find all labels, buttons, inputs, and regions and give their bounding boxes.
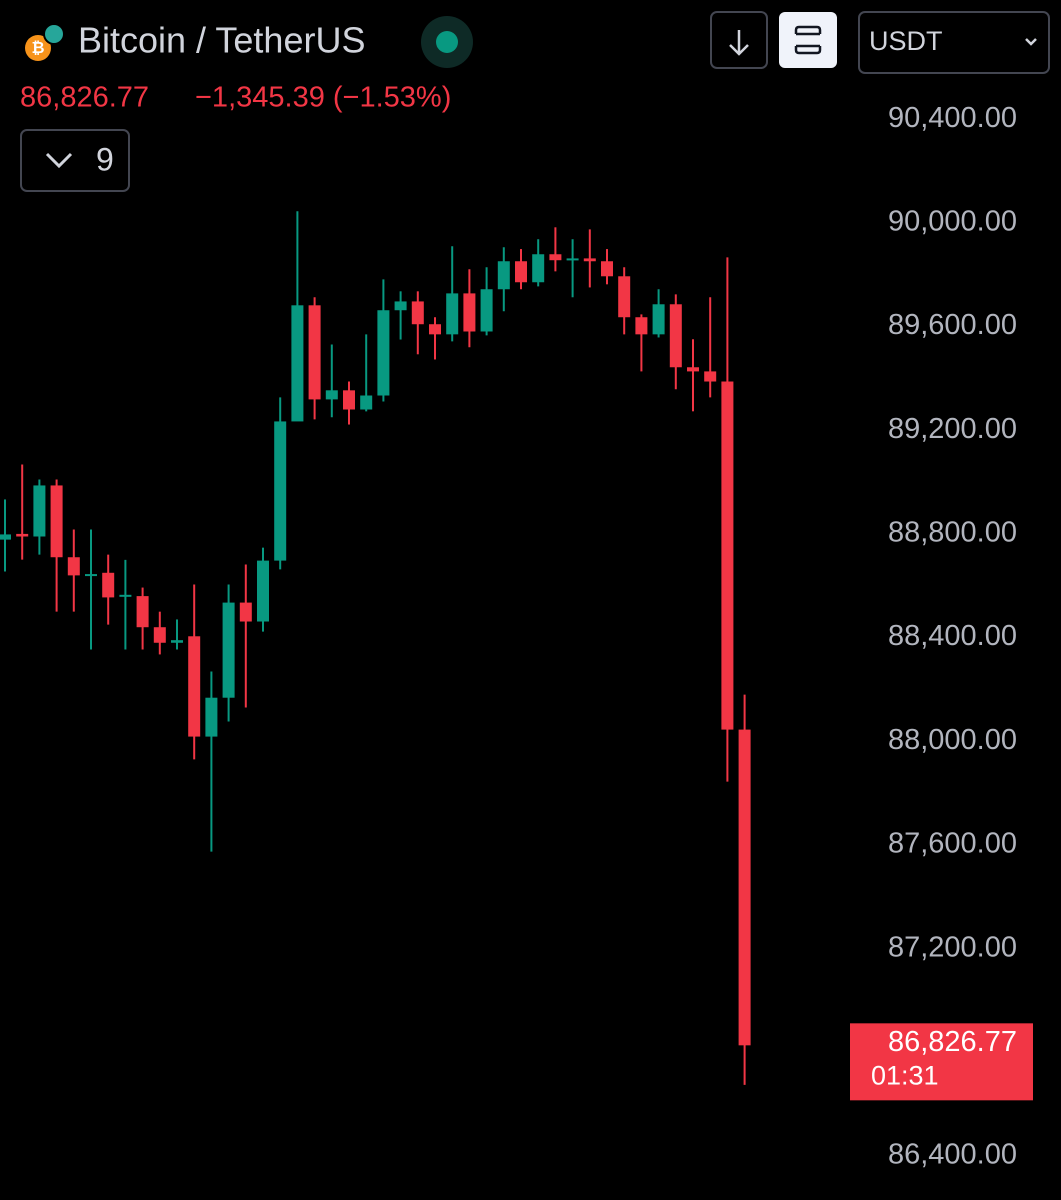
candle-body	[429, 324, 441, 335]
btc-symbol: ₿	[31, 39, 44, 57]
candle-body	[85, 574, 97, 577]
candle-body	[738, 729, 751, 1046]
status-dot[interactable]	[436, 31, 458, 53]
candle-body	[257, 560, 269, 622]
candle-body	[136, 596, 149, 628]
candle-body	[497, 261, 510, 290]
symbol-title: Bitcoin / TetherUS	[78, 20, 365, 61]
candle-body	[205, 697, 218, 737]
candle-body	[601, 261, 613, 277]
candle-body	[480, 289, 493, 332]
currency-select[interactable]	[858, 11, 1050, 74]
candle-body	[119, 594, 132, 597]
candle-body	[721, 381, 734, 730]
candle-body	[171, 640, 183, 643]
candle-body	[411, 301, 424, 325]
candle-body	[566, 258, 579, 261]
candle-body	[583, 258, 596, 262]
exchange-badge	[43, 23, 65, 45]
btc-icon	[25, 35, 51, 61]
candle-body	[16, 533, 29, 537]
y-tick-label: 88,800.00	[888, 517, 1017, 549]
candle-body	[515, 261, 527, 283]
candle-body	[239, 602, 252, 622]
y-tick-label: 86,400.00	[888, 1139, 1017, 1171]
last-price-label: 86,826.77	[888, 1026, 1017, 1058]
candle-body	[343, 390, 355, 410]
candle-body	[67, 557, 80, 576]
y-tick-label: 89,600.00	[888, 309, 1017, 341]
indicators-button[interactable]	[20, 129, 130, 192]
candle-body	[102, 572, 115, 598]
plot: 86,400.0086,800.0087,200.0087,600.0088,0…	[0, 102, 1033, 1171]
candle-body	[463, 293, 476, 332]
candle-body	[360, 395, 373, 410]
candle-body	[549, 254, 562, 261]
y-tick-label: 89,200.00	[888, 413, 1017, 445]
fullscreen-icon	[794, 25, 822, 55]
candle-body	[291, 305, 304, 422]
candle-body	[635, 317, 648, 335]
candle-body	[188, 636, 201, 737]
candle-body	[652, 304, 665, 335]
candle-body	[153, 627, 166, 643]
candle-body	[377, 310, 390, 396]
countdown-label: 01:31	[871, 1060, 939, 1090]
candle-body	[669, 304, 682, 368]
arrow-down-icon	[729, 30, 749, 56]
y-tick-label: 87,600.00	[888, 828, 1017, 860]
y-tick-label: 90,000.00	[888, 206, 1017, 238]
currency-label: USDT	[869, 26, 943, 56]
select-chevron	[1025, 38, 1037, 46]
candle-body	[532, 254, 545, 283]
header-change: −1,345.39 (−1.53%)	[195, 82, 451, 114]
candle-body	[222, 602, 235, 698]
y-tick-label: 87,200.00	[888, 931, 1017, 963]
fullscreen-button[interactable]	[779, 12, 837, 68]
candle-body	[274, 421, 287, 561]
indicators-count: 9	[96, 141, 114, 177]
y-tick-label: 88,400.00	[888, 620, 1017, 652]
candle-body	[618, 276, 631, 318]
header-price: 86,826.77	[20, 82, 149, 114]
candle-body	[446, 293, 459, 335]
chevron-down	[45, 152, 73, 169]
y-tick-label: 88,000.00	[888, 724, 1017, 756]
candle-body	[308, 305, 321, 400]
candle-body	[0, 534, 11, 540]
candle-body	[394, 301, 407, 311]
y-tick-label: 90,400.00	[888, 102, 1017, 134]
candle-body	[325, 390, 338, 400]
candle-body	[50, 485, 63, 558]
candle-body	[704, 371, 717, 382]
candle-body	[33, 485, 46, 537]
last-price-marker	[850, 1023, 1033, 1101]
candle-body	[687, 367, 699, 372]
